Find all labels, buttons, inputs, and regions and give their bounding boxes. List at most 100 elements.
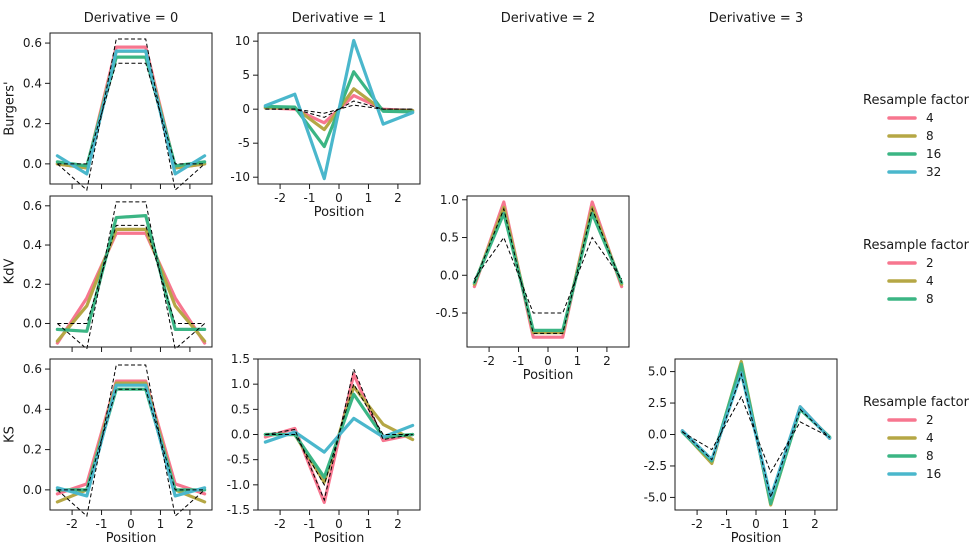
panel-kdv-d2: -2 -1 0 1 2 -0.5 0.0 0.5 1.0 Derivative = 2 Positi… <box>436 11 630 383</box>
y-tick-label: 0.0 <box>440 268 459 282</box>
series-line-8 <box>472 211 624 332</box>
y-tick-label: -10 <box>230 170 250 184</box>
y-tick-label: 0.6 <box>23 36 42 50</box>
column-title: Derivative = 3 <box>709 11 803 26</box>
x-tick-label: -1 <box>304 191 316 205</box>
x-tick-label: 2 <box>394 191 402 205</box>
x-axis-label: Position <box>314 531 365 546</box>
x-tick-label: 1 <box>365 517 373 531</box>
legend-label: 4 <box>926 274 934 288</box>
legend-label: 2 <box>926 413 934 427</box>
reference-line <box>265 382 413 487</box>
x-tick-label: -2 <box>66 517 78 531</box>
y-tick-label: 2.5 <box>648 396 667 410</box>
reference-line <box>682 395 830 474</box>
legend-title: Resample factor <box>863 238 969 253</box>
y-tick-label: 0.2 <box>23 443 42 457</box>
x-tick-label: -1 <box>96 517 108 531</box>
legend-label: 4 <box>926 111 934 125</box>
column-title: Derivative = 1 <box>292 11 386 26</box>
y-tick-label: 0 <box>242 102 250 116</box>
x-axis-label: Position <box>731 531 782 546</box>
series-line-2 <box>55 379 207 496</box>
x-tick-label: -1 <box>513 354 525 368</box>
axes-frame <box>466 195 630 348</box>
reference-line <box>265 367 413 502</box>
reference-line <box>57 224 205 324</box>
reference-line <box>57 388 205 491</box>
panel-kdv-d0: 0.0 0.2 0.4 0.6 KdV <box>3 195 213 352</box>
x-tick-label: 2 <box>186 517 194 531</box>
y-tick-label: 0.5 <box>440 231 459 245</box>
x-tick-label: 1 <box>157 517 165 531</box>
series-line-8 <box>55 49 207 170</box>
y-tick-label: -0.5 <box>227 453 250 467</box>
y-tick-label: -5.0 <box>644 490 667 504</box>
series-line-2 <box>55 231 207 345</box>
series-line-16 <box>55 55 207 168</box>
x-tick-label: 0 <box>335 517 343 531</box>
row-label: KS <box>3 426 18 443</box>
series-line-4 <box>55 381 207 504</box>
legend: Resample factor 4 8 16 32 <box>863 93 969 179</box>
x-tick-label: -1 <box>721 517 733 531</box>
y-tick-label: -5 <box>238 136 250 150</box>
x-axis-label: Position <box>523 368 574 383</box>
y-tick-label: 1.0 <box>231 377 250 391</box>
series-line-8 <box>55 214 207 333</box>
x-tick-label: -1 <box>304 517 316 531</box>
x-tick-label: 0 <box>544 354 552 368</box>
reference-line <box>473 236 623 314</box>
reference-line <box>57 62 205 165</box>
column-title: Derivative = 0 <box>84 11 178 26</box>
y-tick-label: 0.6 <box>23 199 42 213</box>
y-tick-label: 0.4 <box>23 402 42 416</box>
series-line-32 <box>55 49 207 176</box>
x-tick-label: 0 <box>335 191 343 205</box>
legend-label: 32 <box>926 165 941 179</box>
series-line-16 <box>55 383 207 498</box>
y-tick-label: -1.5 <box>227 503 250 517</box>
column-title: Derivative = 2 <box>501 11 595 26</box>
y-tick-label: 0.6 <box>23 362 42 376</box>
y-tick-label: 0.0 <box>23 316 42 330</box>
y-tick-label: 0.0 <box>23 157 42 171</box>
row-label: Burgers' <box>3 81 18 135</box>
reference-line <box>473 207 623 334</box>
row-label: KdV <box>3 259 18 285</box>
reference-line <box>57 38 205 191</box>
series-line-8 <box>55 387 207 492</box>
x-tick-label: -2 <box>483 354 495 368</box>
y-tick-label: 1.0 <box>440 193 459 207</box>
x-tick-label: 1 <box>365 191 373 205</box>
x-axis-label: Position <box>106 531 157 546</box>
legend-label: 4 <box>926 431 934 445</box>
legend-label: 16 <box>926 147 941 161</box>
reference-line <box>57 364 205 517</box>
legend-label: 8 <box>926 292 934 306</box>
x-tick-label: 1 <box>574 354 582 368</box>
panel-burgers-d0: 0.0 0.2 0.4 0.6 Derivative = 0 Burgers' <box>3 11 213 191</box>
x-tick-label: 1 <box>782 517 790 531</box>
x-tick-label: 0 <box>752 517 760 531</box>
y-tick-label: 10 <box>235 34 250 48</box>
series-line-4 <box>55 45 207 170</box>
legend-label: 16 <box>926 467 941 481</box>
y-tick-label: 0.4 <box>23 76 42 90</box>
reference-line <box>57 201 205 350</box>
series-line-16 <box>680 371 832 500</box>
y-tick-label: 0.0 <box>23 483 42 497</box>
legend-label: 2 <box>926 256 934 270</box>
x-tick-label: -2 <box>274 191 286 205</box>
y-tick-label: 1.5 <box>231 352 250 366</box>
legend-title: Resample factor <box>863 93 969 108</box>
y-tick-label: -1.0 <box>227 478 250 492</box>
axes-frame <box>49 195 213 348</box>
legend: Resample factor 2 4 8 16 <box>863 395 969 481</box>
legend-title: Resample factor <box>863 395 969 410</box>
x-tick-label: -2 <box>274 517 286 531</box>
y-tick-label: -0.5 <box>436 306 459 320</box>
panel-ks-d3: -2 -1 0 1 2 -5.0 -2.5 0.0 2.5 5.0 Derivative = 3 Po… <box>644 11 838 546</box>
